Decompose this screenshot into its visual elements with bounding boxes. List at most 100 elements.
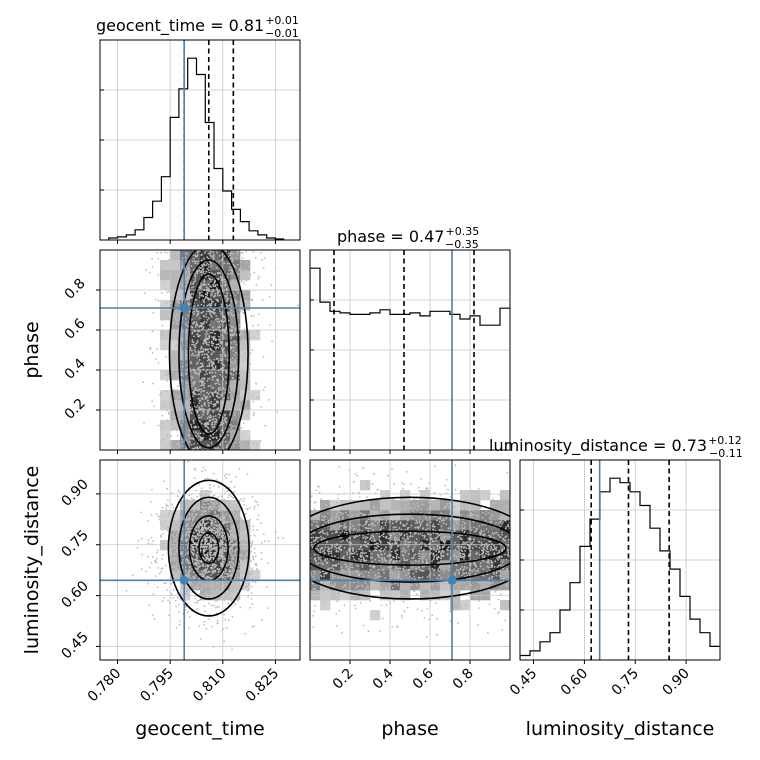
density-cell — [170, 360, 181, 371]
sample-point — [206, 373, 209, 375]
sample-point — [220, 435, 223, 438]
sample-point — [167, 499, 169, 502]
sample-point — [205, 321, 208, 324]
sample-point — [466, 577, 469, 580]
density-cell — [210, 530, 221, 541]
sample-point — [252, 529, 255, 531]
sample-point — [352, 547, 354, 550]
sample-point — [250, 550, 253, 553]
sample-point — [232, 260, 234, 262]
sample-point — [201, 587, 203, 589]
sample-point — [192, 393, 195, 395]
sample-point — [203, 569, 205, 572]
sample-point — [210, 441, 213, 444]
sample-point — [461, 553, 464, 555]
density-cell — [210, 320, 221, 331]
sample-point — [436, 633, 439, 636]
sample-point — [212, 326, 214, 329]
density-cell — [240, 410, 251, 421]
sample-point — [175, 548, 178, 551]
sample-point — [225, 304, 228, 306]
sample-point — [200, 322, 202, 324]
sample-point — [205, 627, 208, 630]
sample-point — [319, 547, 322, 550]
sample-point — [167, 515, 169, 518]
sample-point — [444, 484, 447, 487]
density-cell — [470, 500, 481, 511]
sample-point — [160, 267, 163, 270]
sample-point — [210, 400, 213, 403]
sample-point — [209, 499, 212, 502]
sample-point — [198, 388, 201, 391]
sample-point — [257, 324, 260, 327]
sample-point — [205, 424, 208, 426]
sample-point — [207, 299, 210, 301]
density-cell — [380, 530, 391, 541]
sample-point — [236, 513, 239, 516]
sample-point — [179, 546, 182, 548]
sample-point — [426, 532, 429, 535]
sample-point — [232, 556, 235, 559]
sample-point — [436, 519, 438, 522]
density-cell — [320, 580, 331, 591]
sample-point — [208, 618, 211, 620]
sample-point — [181, 593, 184, 595]
sample-point — [232, 532, 235, 535]
sample-point — [201, 564, 204, 566]
sample-point — [196, 562, 199, 565]
sample-point — [239, 333, 242, 335]
sample-point — [192, 546, 195, 549]
sample-point — [160, 568, 163, 570]
sample-point — [202, 314, 205, 317]
sample-point — [205, 264, 208, 266]
sample-point — [346, 553, 349, 556]
sample-point — [200, 391, 203, 393]
sample-point — [418, 566, 420, 569]
sample-point — [199, 285, 202, 288]
sample-point — [440, 577, 443, 579]
density-cell — [240, 260, 251, 271]
sample-point — [255, 564, 258, 567]
sample-point — [415, 538, 418, 540]
sample-point — [208, 602, 211, 605]
density-cell — [180, 280, 191, 291]
density-cell — [210, 330, 221, 341]
density-cell — [430, 520, 441, 531]
density-cell — [420, 570, 431, 581]
sample-point — [193, 313, 195, 315]
density-cell — [480, 510, 491, 521]
sample-point — [211, 349, 213, 352]
sample-point — [359, 555, 362, 558]
sample-point — [200, 267, 202, 269]
sample-point — [485, 528, 488, 531]
density-cell — [480, 590, 491, 601]
sample-point — [242, 291, 245, 293]
sample-point — [251, 394, 254, 397]
density-cell — [170, 420, 181, 431]
sample-point — [205, 527, 208, 530]
density-cell — [180, 410, 191, 421]
sample-point — [225, 570, 227, 572]
sample-point — [246, 472, 249, 475]
sample-point — [171, 566, 174, 569]
sample-point — [189, 577, 192, 580]
density-cell — [330, 550, 341, 561]
sample-point — [149, 348, 152, 350]
sample-point — [227, 575, 230, 577]
density-cell — [410, 520, 421, 531]
sample-point — [234, 330, 236, 333]
sample-point — [372, 529, 374, 532]
sample-point — [209, 359, 212, 361]
sample-point — [220, 347, 223, 350]
density-cell — [490, 530, 501, 541]
sample-point — [332, 575, 334, 577]
sample-point — [206, 319, 209, 321]
sample-point — [223, 521, 226, 524]
sample-point — [237, 264, 239, 266]
sample-point — [253, 336, 255, 339]
sample-point — [160, 521, 163, 524]
sample-point — [206, 534, 209, 537]
sample-point — [174, 557, 177, 560]
sample-point — [453, 553, 456, 556]
